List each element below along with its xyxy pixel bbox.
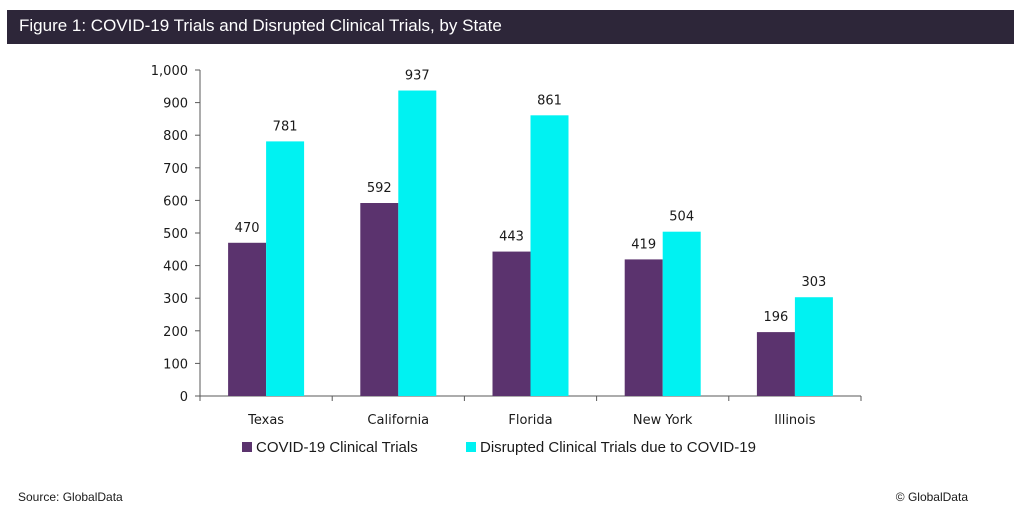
y-tick-label: 1,000 [151, 64, 188, 79]
y-tick-label: 500 [163, 227, 188, 242]
data-label: 303 [801, 275, 826, 290]
bar-disrupted-trials [266, 141, 305, 396]
bars [228, 90, 833, 397]
data-label: 504 [669, 210, 694, 225]
data-label: 592 [367, 181, 392, 196]
figure-title-bar: Figure 1: COVID-19 Trials and Disrupted … [7, 10, 1014, 44]
data-label: 781 [273, 119, 298, 134]
bar-disrupted-trials [398, 90, 437, 397]
data-label: 470 [235, 221, 260, 236]
bar-covid-trials [624, 259, 663, 396]
data-label: 443 [499, 230, 524, 245]
bar-disrupted-trials [662, 231, 701, 396]
legend-swatch [466, 442, 476, 452]
copyright-note: © GlobalData [895, 490, 968, 504]
x-category-label: Illinois [774, 413, 815, 428]
x-category-label: Florida [508, 413, 552, 428]
source-note: Source: GlobalData [18, 490, 123, 504]
data-label: 419 [631, 237, 656, 252]
data-label: 937 [405, 69, 430, 84]
legend-label: COVID-19 Clinical Trials [256, 439, 418, 456]
x-category-label: Texas [247, 413, 284, 428]
bar-covid-trials [756, 332, 795, 396]
y-tick-label: 900 [163, 97, 188, 112]
y-axis: 0 100 200 300 400 500 600 700 800 900 1,000 [151, 64, 201, 405]
y-tick-label: 300 [163, 292, 188, 307]
figure-title: Figure 1: COVID-19 Trials and Disrupted … [19, 16, 502, 35]
y-tick-label: 400 [163, 260, 188, 275]
y-tick-label: 700 [163, 162, 188, 177]
bar-covid-trials [228, 242, 267, 396]
y-tick-label: 100 [163, 357, 188, 372]
y-tick-label: 0 [180, 390, 188, 405]
y-tick-label: 800 [163, 129, 188, 144]
legend-swatch [242, 442, 252, 452]
data-labels: 470 592 443 419 196 781 937 861 504 303 [235, 69, 827, 326]
bar-disrupted-trials [794, 297, 833, 396]
data-label: 196 [763, 310, 788, 325]
data-label: 861 [537, 93, 562, 108]
legend-label: Disrupted Clinical Trials due to COVID-1… [480, 439, 756, 456]
x-category-label: New York [633, 413, 693, 428]
y-tick-label: 600 [163, 194, 188, 209]
bar-disrupted-trials [530, 115, 569, 397]
y-tick-label: 200 [163, 325, 188, 340]
x-axis: Texas California Florida New York Illinois [199, 395, 862, 428]
bar-covid-trials [492, 251, 531, 396]
legend: COVID-19 Clinical Trials Disrupted Clinic… [242, 439, 756, 456]
x-category-label: California [367, 413, 429, 428]
bar-covid-trials [360, 203, 399, 396]
